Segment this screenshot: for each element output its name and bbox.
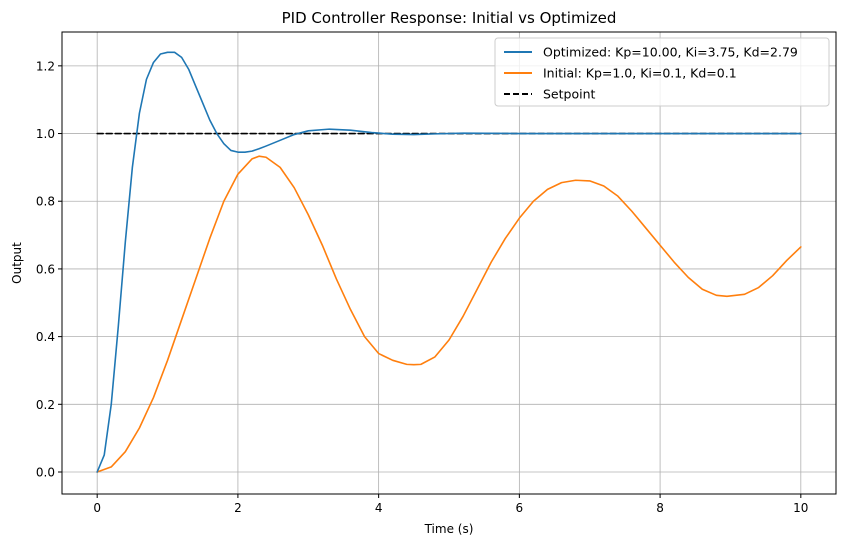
x-tick-label: 0: [93, 501, 101, 515]
legend: Optimized: Kp=10.00, Ki=3.75, Kd=2.79 In…: [494, 37, 830, 107]
y-tick-label: 1.0: [36, 127, 55, 141]
y-tick-label: 0.8: [36, 195, 55, 209]
x-tick-label: 8: [656, 501, 664, 515]
legend-label-optimized: Optimized: Kp=10.00, Ki=3.75, Kd=2.79: [543, 45, 798, 60]
y-tick-label: 0.0: [36, 466, 55, 480]
optimized-response-line: [96, 51, 802, 473]
plot-area-frame: [61, 31, 837, 495]
y-tick-label: 1.2: [36, 59, 55, 73]
legend-label-setpoint: Setpoint: [543, 87, 596, 102]
grid: [62, 32, 836, 494]
initial-response-line: [96, 155, 802, 473]
y-axis-label: Output: [10, 242, 24, 284]
x-tick-label: 6: [516, 501, 524, 515]
y-tick-label: 0.4: [36, 330, 55, 344]
x-tick-label: 10: [793, 501, 808, 515]
x-axis-ticks: 0 2 4 6 8 10: [93, 494, 808, 515]
series-lines: [96, 51, 802, 473]
x-tick-label: 4: [375, 501, 383, 515]
chart-title: PID Controller Response: Initial vs Opti…: [282, 9, 617, 27]
x-tick-label: 2: [234, 501, 242, 515]
legend-box: [494, 37, 830, 107]
y-axis-ticks: 0.0 0.2 0.4 0.6 0.8 1.0 1.2: [36, 59, 62, 480]
y-tick-label: 0.6: [36, 262, 55, 276]
x-axis-label: Time (s): [424, 522, 474, 536]
legend-label-initial: Initial: Kp=1.0, Ki=0.1, Kd=0.1: [543, 66, 737, 81]
y-tick-label: 0.2: [36, 398, 55, 412]
